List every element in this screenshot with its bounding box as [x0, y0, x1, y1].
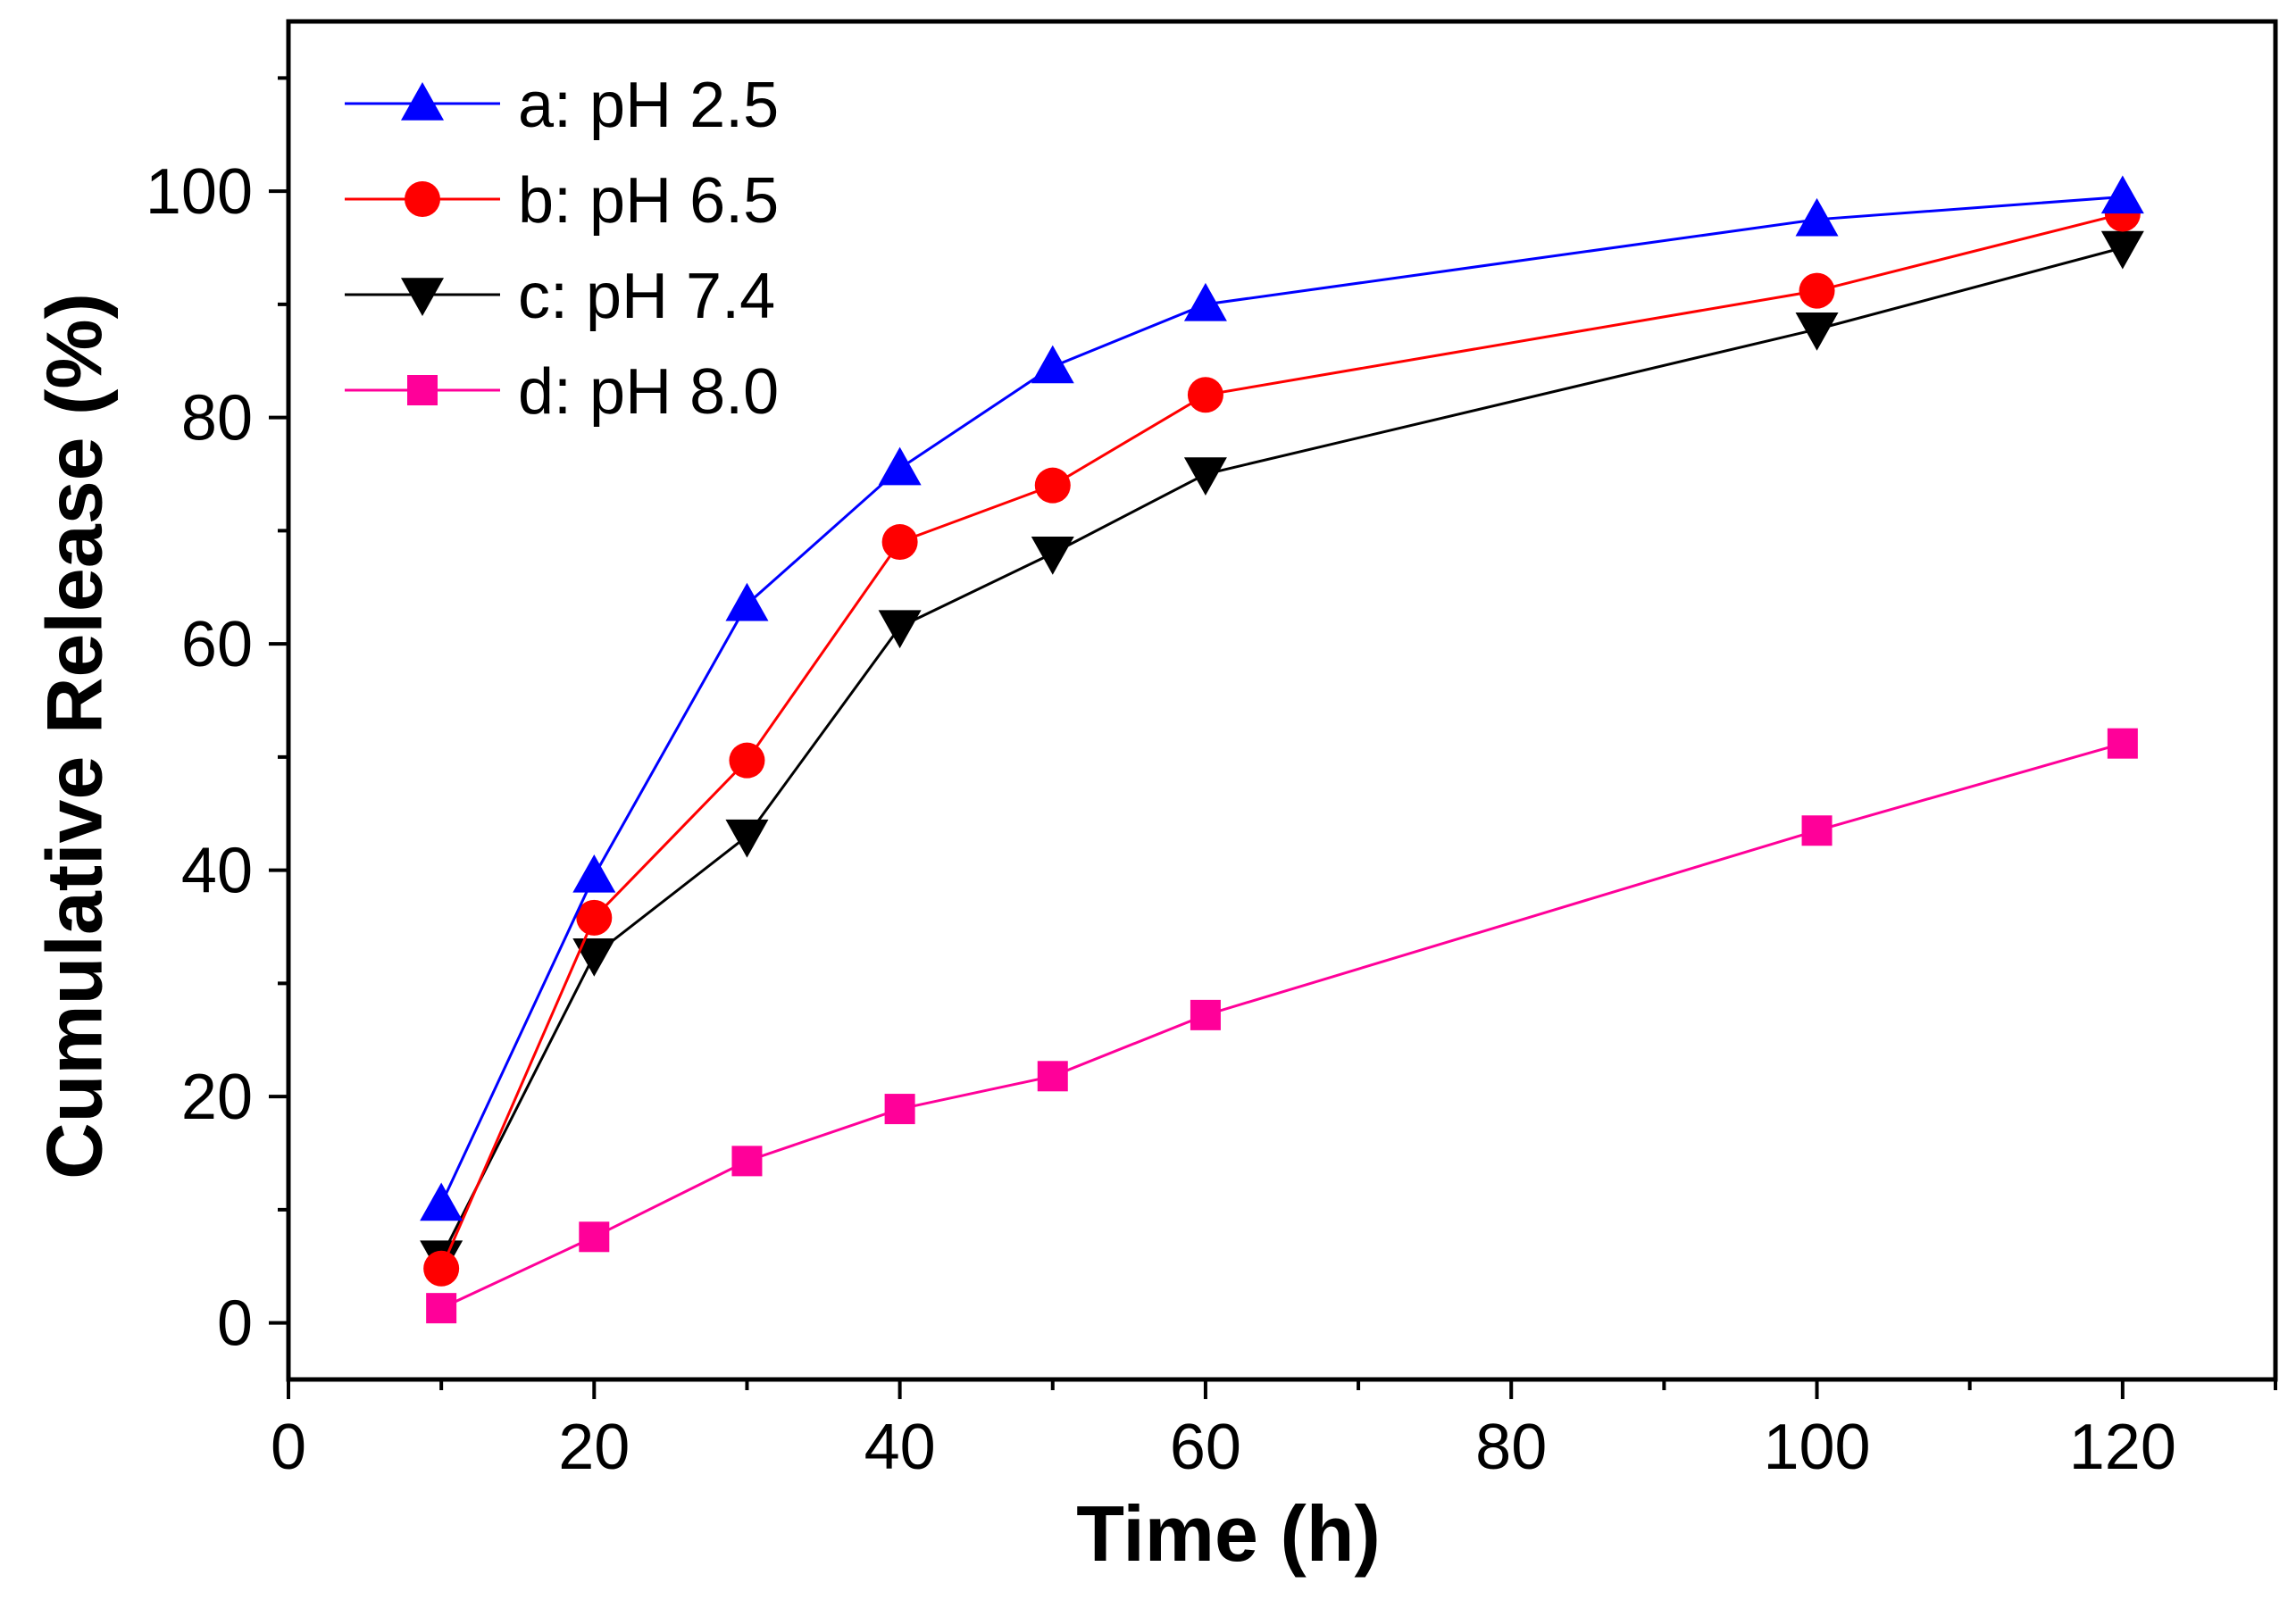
data-point: [426, 1293, 457, 1324]
plot-layer: [420, 175, 2144, 1324]
series-line: [439, 195, 2123, 1205]
data-point: [729, 742, 765, 779]
data-point: [884, 1094, 915, 1125]
x-tick-label: 0: [271, 1412, 306, 1483]
data-point: [1801, 815, 1833, 846]
data-point: [1031, 537, 1074, 575]
data-point: [1183, 282, 1227, 321]
data-point: [1034, 467, 1071, 504]
data-point: [572, 854, 616, 893]
y-tick-label: 60: [181, 609, 253, 680]
legend-marker: [407, 375, 438, 405]
x-tick-label: 60: [1170, 1412, 1241, 1483]
data-point: [1187, 377, 1223, 413]
legend-label: c: pH 7.4: [518, 261, 775, 332]
data-point: [2100, 175, 2144, 214]
plot-frame: [286, 19, 2278, 1382]
data-point: [878, 610, 922, 649]
data-point: [731, 1146, 763, 1177]
data-point: [579, 1221, 610, 1253]
series-2: [423, 196, 2141, 1287]
legend-item: d: pH 8.0: [345, 356, 779, 428]
y-tick-label: 40: [181, 836, 253, 907]
data-point: [2100, 230, 2144, 270]
y-axis-title: Cumulative Release (%): [29, 293, 118, 1179]
legend-item: b: pH 6.5: [345, 165, 779, 237]
data-point: [1031, 345, 1074, 384]
legend-label: b: pH 6.5: [518, 165, 779, 237]
data-point: [881, 524, 918, 561]
series-4: [426, 728, 2138, 1324]
data-point: [423, 1250, 460, 1287]
series-1: [420, 175, 2144, 1221]
y-tick-label: 100: [146, 156, 253, 228]
legend-item: c: pH 7.4: [345, 261, 775, 332]
y-tick-label: 80: [181, 383, 253, 454]
legend-label: a: pH 2.5: [518, 70, 779, 141]
x-tick-label: 120: [2069, 1412, 2176, 1483]
data-point: [576, 899, 613, 936]
data-point: [2107, 728, 2138, 759]
series-line: [439, 212, 2124, 1270]
x-tick-label: 100: [1763, 1412, 1870, 1483]
data-point: [878, 446, 922, 486]
data-point: [1190, 999, 1221, 1030]
series-line: [440, 742, 2124, 1310]
legend-label: d: pH 8.0: [518, 356, 779, 428]
legend-marker: [405, 181, 440, 217]
data-point: [1795, 197, 1839, 237]
data-point: [725, 582, 769, 621]
data-point: [1037, 1061, 1068, 1092]
data-point: [1795, 312, 1839, 351]
legend-marker: [401, 278, 444, 316]
data-point: [1183, 457, 1227, 496]
x-axis-title: Time (h): [1076, 1489, 1381, 1578]
axis-ticks: 0 20 40 60 80 100 120 0 20 40 60 80 100: [146, 76, 2277, 1483]
legend-marker: [401, 82, 444, 121]
x-tick-label: 40: [864, 1412, 936, 1483]
series-line: [439, 246, 2124, 1258]
legend-item: a: pH 2.5: [345, 70, 779, 141]
y-tick-label: 20: [181, 1062, 253, 1133]
x-tick-label: 80: [1475, 1412, 1547, 1483]
x-tick-label: 20: [558, 1412, 630, 1483]
y-tick-label: 0: [217, 1288, 253, 1360]
legend: a: pH 2.5 b: pH 6.5 c: pH 7.4 d: pH 8.0: [345, 70, 779, 428]
data-point: [725, 819, 769, 858]
data-point: [420, 1182, 463, 1221]
data-point: [572, 938, 616, 977]
data-point: [1799, 272, 1835, 309]
